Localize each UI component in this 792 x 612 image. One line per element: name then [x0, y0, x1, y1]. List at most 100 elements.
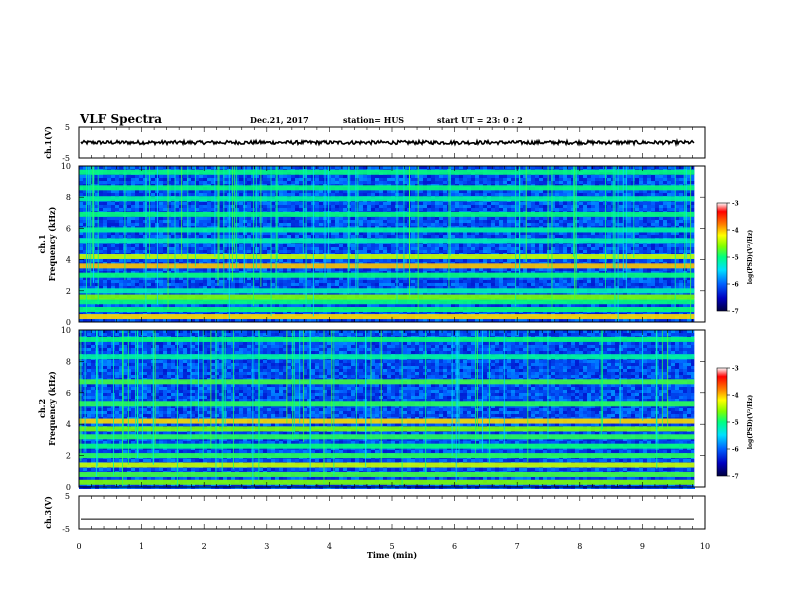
- spectrogram-cell: [403, 166, 407, 169]
- spectrogram-cell: [623, 193, 627, 196]
- spectrogram-cell: [663, 235, 667, 238]
- spectrogram-cell: [383, 202, 387, 205]
- spectrogram-cell: [191, 223, 195, 226]
- spectrogram-cell: [679, 202, 683, 205]
- spectrogram-cell: [175, 190, 179, 193]
- spectrogram-cell: [431, 232, 435, 235]
- spectrogram-cell: [431, 190, 435, 193]
- spectrogram-cell: [103, 193, 107, 196]
- spectrogram-cell: [83, 178, 87, 181]
- spectrogram-cell: [127, 217, 131, 220]
- spectrogram-cell: [307, 208, 311, 211]
- spectrogram-cell: [219, 217, 223, 220]
- spectrogram-cell: [115, 205, 119, 208]
- spectrogram-cell: [267, 235, 271, 238]
- spectrogram-cell: [291, 205, 295, 208]
- spectrogram-cell: [239, 217, 243, 220]
- spectrogram-cell: [495, 244, 499, 247]
- spectrogram-cell: [671, 232, 675, 235]
- spectrogram-cell: [271, 181, 275, 184]
- spectrogram-cell: [471, 250, 475, 253]
- spectrogram-cell: [219, 178, 223, 181]
- spectrogram-cell: [643, 217, 647, 220]
- spectrogram-cell: [107, 220, 111, 223]
- spectrogram-cell: [615, 193, 619, 196]
- spectrogram-cell: [299, 178, 303, 181]
- spectrogram-cell: [295, 259, 299, 262]
- spectrogram-cell: [627, 247, 631, 250]
- spectrogram-cell: [511, 208, 515, 211]
- spectrogram-cell: [431, 259, 435, 262]
- spectrogram-cell: [187, 175, 191, 178]
- spectrogram-cell: [455, 223, 459, 226]
- spectrogram-cell: [635, 223, 639, 226]
- spectrogram-cell: [567, 247, 571, 250]
- spectrogram-cell: [355, 208, 359, 211]
- spectrogram-cell: [419, 208, 423, 211]
- spectrogram-cell: [527, 247, 531, 250]
- spectrogram-cell: [283, 205, 287, 208]
- spectrogram-cell: [203, 208, 207, 211]
- spectrogram-cell: [95, 220, 99, 223]
- spectrogram-cell: [623, 235, 627, 238]
- spectrogram-cell: [199, 166, 203, 169]
- spectrogram-cell: [223, 202, 227, 205]
- spectrogram-cell: [455, 175, 459, 178]
- spectrogram-cell: [339, 223, 343, 226]
- spectrogram-cell: [487, 193, 491, 196]
- spectrogram-cell: [339, 232, 343, 235]
- spectrogram-cell: [531, 247, 535, 250]
- spectrogram-cell: [607, 235, 611, 238]
- spectrogram-cell: [103, 223, 107, 226]
- spectrogram-cell: [571, 217, 575, 220]
- spectrogram-cell: [663, 166, 667, 169]
- spectrogram-cell: [247, 190, 251, 193]
- spectrogram-cell: [459, 181, 463, 184]
- spectrogram-cell: [139, 250, 143, 253]
- spectrogram-cell: [303, 235, 307, 238]
- spectrogram-cell: [563, 190, 567, 193]
- spectrogram-cell: [99, 193, 103, 196]
- spectrogram-cell: [99, 181, 103, 184]
- spectrogram-cell: [307, 235, 311, 238]
- spectrogram-cell: [339, 247, 343, 250]
- spectrogram-cell: [659, 232, 663, 235]
- spectrogram-cell: [575, 223, 579, 226]
- spectrogram-cell: [455, 247, 459, 250]
- spectrogram-cell: [619, 205, 623, 208]
- spectrogram-cell: [639, 190, 643, 193]
- spectrogram-cell: [663, 181, 667, 184]
- spectrogram-cell: [107, 205, 111, 208]
- spectrogram-cell: [99, 244, 103, 247]
- spectrogram-cell: [471, 205, 475, 208]
- spectrogram-cell: [287, 217, 291, 220]
- spectrogram-cell: [111, 208, 115, 211]
- spectrogram-cell: [499, 190, 503, 193]
- spectrogram-cell: [363, 202, 367, 205]
- spectrogram-cell: [555, 166, 559, 169]
- spectrogram-cell: [659, 166, 663, 169]
- spectrogram-cell: [247, 223, 251, 226]
- spectrogram-cell: [591, 220, 595, 223]
- spectrogram-cell: [99, 205, 103, 208]
- spectrogram-cell: [431, 178, 435, 181]
- spectrogram-cell: [399, 208, 403, 211]
- spectrogram-cell: [671, 178, 675, 181]
- spectrogram-cell: [291, 244, 295, 247]
- spectrogram-cell: [279, 166, 283, 169]
- spectrogram-cell: [531, 220, 535, 223]
- spectrogram-cell: [531, 244, 535, 247]
- spectrogram-cell: [379, 244, 383, 247]
- spectrogram-cell: [655, 250, 659, 253]
- spectrogram-cell: [171, 193, 175, 196]
- spectrogram-cell: [231, 232, 235, 235]
- spectrogram-cell: [383, 223, 387, 226]
- spectrogram-cell: [439, 223, 443, 226]
- spectrogram-cell: [491, 181, 495, 184]
- spectrogram-cell: [143, 190, 147, 193]
- spectrogram-cell: [499, 250, 503, 253]
- spectrogram-cell: [523, 244, 527, 247]
- spectrogram-cell: [203, 166, 207, 169]
- spectrogram-cell: [691, 202, 695, 205]
- spectrogram-cell: [423, 202, 427, 205]
